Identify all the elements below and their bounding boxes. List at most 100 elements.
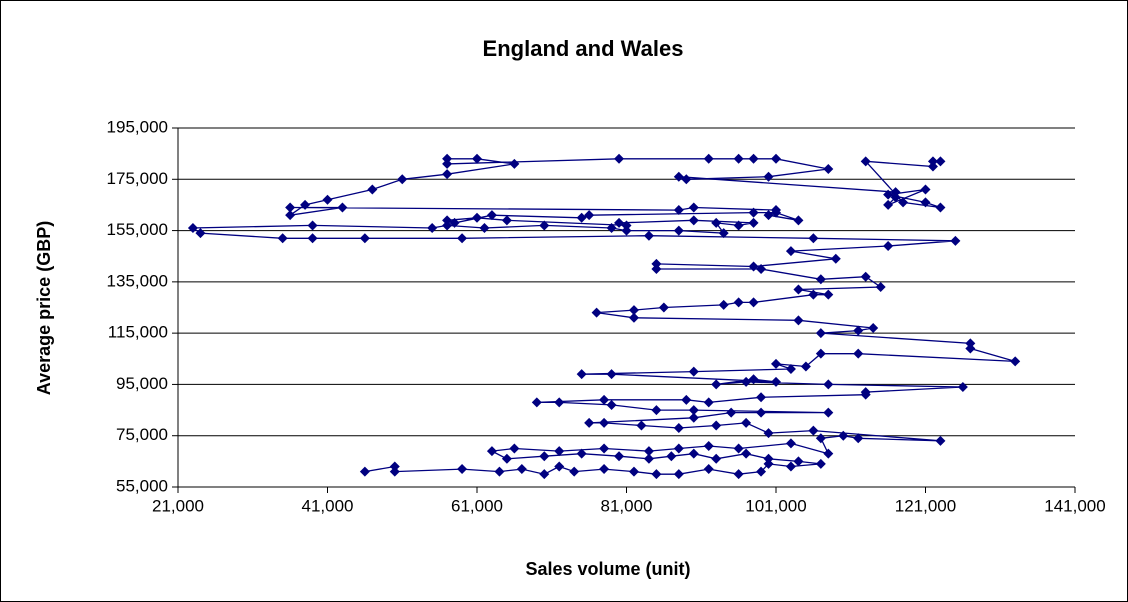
data-point [606,223,617,234]
data-point [771,358,781,369]
data-point [823,407,834,418]
data-point [651,258,662,269]
data-point [397,174,408,185]
data-point [741,417,752,428]
data-point [853,325,864,336]
data-point [187,223,198,234]
data-point [539,469,550,480]
data-point [651,469,662,480]
data-point [771,153,781,164]
data-point [935,156,946,167]
data-point [673,443,684,454]
data-point [830,253,841,264]
data-point [927,161,938,172]
data-point [898,197,909,208]
x-axis-label: Sales volume (unit) [525,559,690,579]
data-point [793,215,804,226]
data-point [688,366,699,377]
data-point [733,153,744,164]
data-point [853,348,864,359]
data-point [479,223,490,234]
data-point [531,397,542,408]
data-point [711,379,722,390]
data-point [748,217,759,228]
data-point [643,453,654,464]
data-point [322,194,333,205]
data-point [576,369,587,380]
data-point [756,264,767,275]
data-point [763,453,774,464]
data-point [815,274,826,285]
data-point [442,158,453,169]
data-point [300,199,311,210]
data-point [935,202,946,213]
data-point [793,315,804,326]
data-point [1010,356,1021,367]
data-point [860,156,871,167]
data-point [606,399,617,410]
data-point [449,217,460,228]
data-point [703,153,714,164]
data-point [808,233,819,244]
data-point [815,458,826,469]
x-tick-label: 21,000 [152,496,204,515]
data-point [516,464,527,475]
data-point [628,466,639,477]
data-point [628,312,639,323]
data-point [442,215,453,226]
data-point [486,210,497,221]
data-point [673,205,684,216]
data-point [599,417,610,428]
data-point [965,343,976,354]
data-point [367,184,378,195]
data-point [763,458,774,469]
data-point [509,443,520,454]
data-point [756,407,767,418]
data-point [636,420,647,431]
data-point [808,289,819,300]
data-point [785,364,796,375]
data-point [688,448,699,459]
data-point [763,428,774,439]
data-point [307,220,318,231]
data-point [883,240,894,251]
data-point [838,430,849,441]
data-point [673,225,684,236]
data-point [763,171,774,182]
data-point [658,302,669,313]
data-point [756,466,767,477]
data-point [733,469,744,480]
data-point [823,448,834,459]
data-point [576,448,587,459]
data-point [539,220,550,231]
data-point [920,197,931,208]
data-point [457,464,468,475]
x-tick-label: 61,000 [451,496,503,515]
data-point [748,207,759,218]
data-point [815,348,826,359]
data-point [741,376,752,387]
data-point [359,233,370,244]
data-point [808,425,819,436]
data-point [628,305,639,316]
data-point [726,407,737,418]
data-point [890,192,901,203]
data-point [815,433,826,444]
data-point [868,323,879,334]
data-point [606,369,617,380]
data-point [853,433,864,444]
data-point [584,417,595,428]
x-tick-label: 41,000 [302,496,354,515]
data-point [883,189,894,200]
data-point [860,387,871,398]
data-point [599,443,610,454]
data-point [501,453,512,464]
data-point [337,202,348,213]
data-point [285,202,296,213]
data-point [927,156,938,167]
data-point [681,394,692,405]
data-point [427,223,438,234]
data-point [486,446,497,457]
data-point [860,271,871,282]
data-point [883,199,894,210]
